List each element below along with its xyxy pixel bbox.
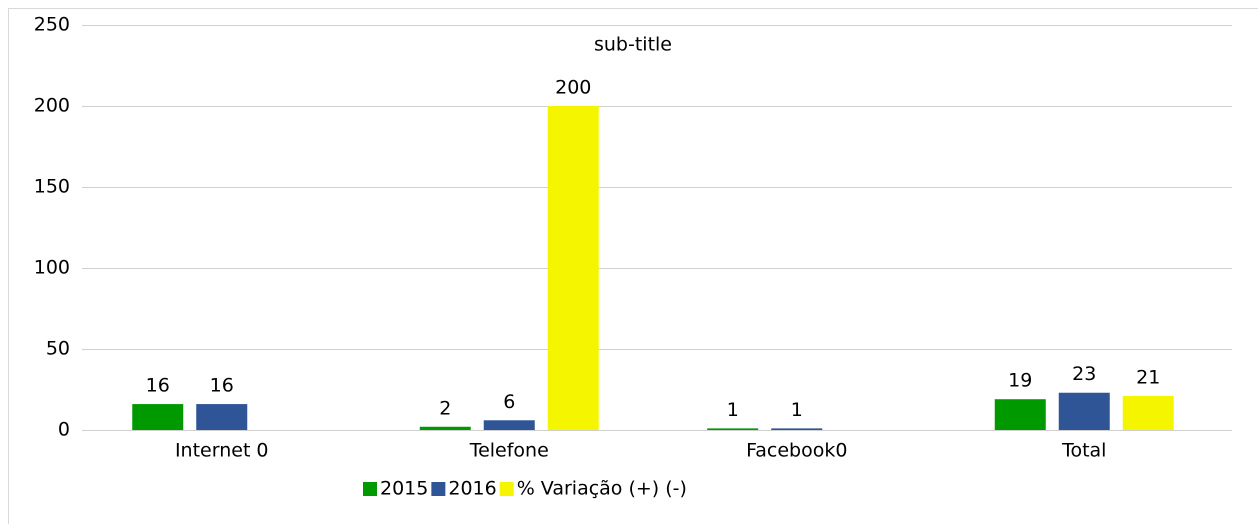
- x-tick-label: Internet 0: [175, 440, 269, 462]
- bar: [196, 404, 248, 430]
- bar: [547, 106, 599, 430]
- bar: [707, 428, 759, 430]
- data-label: 16: [146, 375, 170, 397]
- data-label: 19: [1008, 370, 1032, 392]
- chart-frame: [8, 8, 1258, 524]
- bar: [1058, 392, 1110, 430]
- data-label: 23: [1072, 363, 1096, 385]
- data-label: 2: [439, 397, 451, 419]
- legend-swatch: [499, 482, 514, 496]
- data-label: 21: [1136, 366, 1160, 388]
- bar: [483, 420, 535, 430]
- y-tick-label: 100: [34, 257, 70, 279]
- data-label: 6: [503, 391, 515, 413]
- data-label: 200: [555, 77, 591, 99]
- legend-label: 2016: [448, 478, 496, 500]
- y-tick-label: 200: [34, 95, 70, 117]
- y-tick-label: 150: [34, 176, 70, 198]
- bar: [994, 399, 1046, 430]
- x-tick-label: Facebook0: [746, 440, 847, 462]
- x-tick-label: Total: [1061, 440, 1106, 462]
- legend-label: 2015: [380, 478, 428, 500]
- bar: [771, 428, 823, 430]
- legend-label: % Variação (+) (-): [517, 478, 687, 500]
- bar: [419, 426, 471, 430]
- chart-subtitle: sub-title: [594, 34, 672, 56]
- y-tick-label: 0: [58, 419, 70, 441]
- legend-swatch: [431, 482, 446, 496]
- bar: [1122, 395, 1174, 430]
- y-tick-label: 50: [46, 338, 70, 360]
- data-label: 16: [210, 375, 234, 397]
- data-label: 1: [791, 399, 803, 421]
- y-tick-label: 250: [34, 14, 70, 36]
- x-tick-label: Telefone: [469, 440, 549, 462]
- bar: [132, 404, 184, 430]
- data-label: 1: [727, 399, 739, 421]
- legend-swatch: [363, 482, 377, 496]
